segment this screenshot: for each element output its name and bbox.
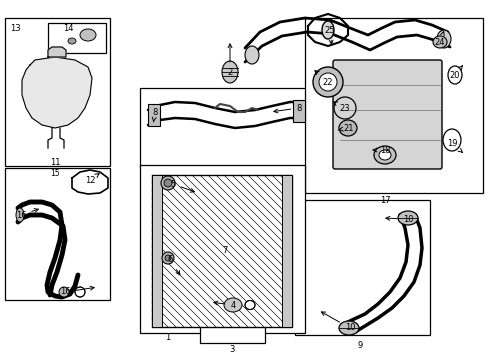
Bar: [5, 18, 110, 166]
Text: 4: 4: [213, 301, 235, 310]
Text: 17: 17: [379, 195, 389, 204]
Text: 12: 12: [84, 174, 99, 185]
Text: 13: 13: [10, 23, 20, 32]
Ellipse shape: [373, 146, 395, 164]
Ellipse shape: [244, 46, 259, 64]
Ellipse shape: [244, 301, 254, 310]
Bar: [200, 278, 264, 343]
Ellipse shape: [432, 36, 446, 48]
Text: 1: 1: [165, 333, 170, 342]
Ellipse shape: [222, 61, 238, 83]
Text: 19: 19: [446, 139, 461, 152]
Text: 18: 18: [372, 145, 389, 154]
Polygon shape: [22, 57, 92, 128]
Ellipse shape: [397, 211, 417, 225]
Ellipse shape: [338, 321, 358, 335]
Text: 14: 14: [62, 23, 73, 32]
Text: 20: 20: [449, 66, 462, 80]
Text: 11: 11: [50, 158, 60, 166]
Bar: [148, 104, 160, 126]
Bar: [152, 175, 291, 327]
Bar: [48, 23, 106, 53]
Ellipse shape: [164, 255, 171, 261]
Text: 25: 25: [324, 26, 335, 44]
Bar: [152, 175, 162, 327]
Text: 8: 8: [273, 104, 301, 113]
Text: 7: 7: [222, 246, 227, 255]
Text: 24: 24: [434, 32, 445, 46]
FancyBboxPatch shape: [332, 60, 441, 169]
Text: 10: 10: [321, 312, 354, 333]
Text: 22: 22: [314, 71, 332, 86]
Text: 3: 3: [229, 346, 234, 355]
Ellipse shape: [162, 252, 174, 264]
Text: 10: 10: [385, 215, 412, 224]
Ellipse shape: [338, 120, 356, 136]
Ellipse shape: [318, 73, 336, 91]
Ellipse shape: [59, 287, 69, 297]
Ellipse shape: [312, 67, 342, 97]
Bar: [140, 88, 307, 168]
Ellipse shape: [378, 150, 390, 160]
Text: 23: 23: [333, 102, 349, 113]
Bar: [5, 168, 110, 300]
Text: 2: 2: [227, 44, 232, 77]
Text: 6: 6: [167, 256, 180, 275]
Bar: [294, 200, 429, 335]
Ellipse shape: [161, 176, 175, 190]
Text: 15: 15: [50, 168, 60, 177]
Text: 8: 8: [152, 108, 157, 122]
Ellipse shape: [436, 30, 450, 48]
Polygon shape: [48, 47, 66, 57]
Text: 16: 16: [60, 286, 94, 297]
Ellipse shape: [224, 298, 242, 312]
Ellipse shape: [16, 208, 24, 222]
Ellipse shape: [75, 287, 85, 297]
Bar: [305, 18, 482, 193]
Ellipse shape: [163, 179, 172, 187]
Text: 5: 5: [170, 180, 194, 192]
Bar: [140, 165, 305, 333]
Text: 9: 9: [357, 341, 362, 350]
Ellipse shape: [68, 38, 76, 44]
Text: 16: 16: [16, 208, 38, 220]
Ellipse shape: [321, 21, 333, 39]
Bar: [292, 100, 305, 122]
Ellipse shape: [80, 29, 96, 41]
Bar: [282, 175, 291, 327]
Text: 21: 21: [338, 123, 353, 132]
